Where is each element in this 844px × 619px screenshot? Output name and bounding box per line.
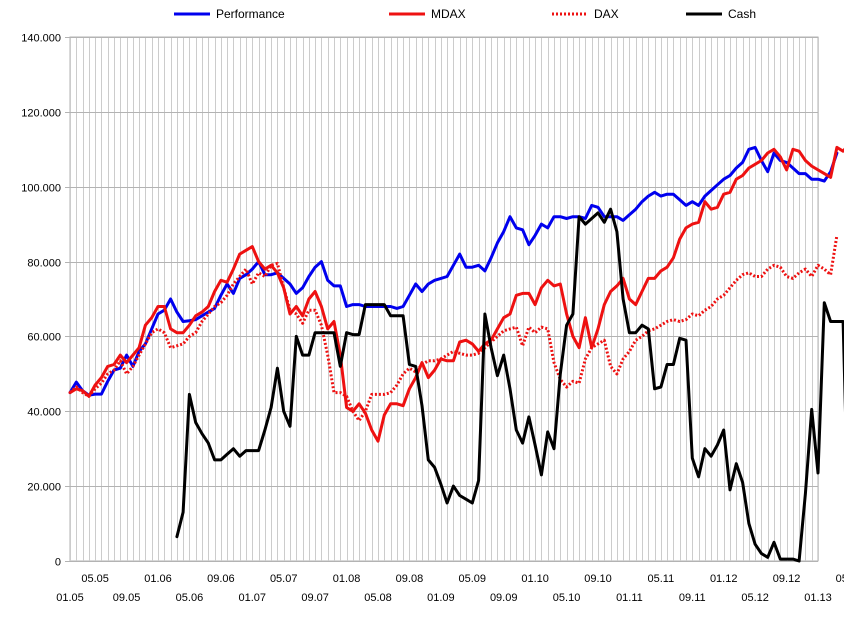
series-line-cash <box>175 207 844 563</box>
x-tick-label: 05.05 <box>81 573 109 585</box>
x-tick-label: 05.12 <box>741 592 769 604</box>
y-tick-label: 60.000 <box>27 332 61 344</box>
x-tick-label: 05.13 <box>836 573 844 585</box>
series-group <box>68 145 844 563</box>
legend-label-dax: DAX <box>594 7 619 21</box>
x-tick-label: 05.11 <box>647 573 674 585</box>
y-axis: 0 20.000 40.000 60.000 80.000 100.000 120.000 1… <box>21 33 70 569</box>
x-tick-label: 09.07 <box>301 592 329 604</box>
x-tick-label: 05.08 <box>364 592 392 604</box>
x-tick-label: 09.06 <box>207 573 235 585</box>
x-tick-label: 01.13 <box>804 592 832 604</box>
legend-label-mdax: MDAX <box>431 7 466 21</box>
x-tick-label: 09.10 <box>584 573 612 585</box>
x-axis: 05.05 01.06 09.06 05.07 01.08 09.08 05.09 01.10… <box>56 573 844 604</box>
x-tick-label: 01.05 <box>56 592 84 604</box>
series-line-performance <box>68 145 839 397</box>
x-tick-label: 09.12 <box>773 573 801 585</box>
legend-label-performance: Performance <box>216 7 285 21</box>
x-tick-label: 05.09 <box>459 573 487 585</box>
y-tick-label: 40.000 <box>27 407 61 419</box>
y-tick-label: 0 <box>55 557 61 569</box>
y-tick-label: 100.000 <box>21 183 61 195</box>
y-tick-label: 20.000 <box>27 482 61 494</box>
y-tick-label: 140.000 <box>21 33 61 45</box>
x-tick-label: 01.07 <box>239 592 267 604</box>
series-line-mdax <box>68 145 844 443</box>
x-tick-label: 01.10 <box>521 573 549 585</box>
legend-label-cash: Cash <box>728 7 756 21</box>
x-tick-label: 05.07 <box>270 573 298 585</box>
legend: Performance MDAX DAX Cash <box>174 7 756 21</box>
x-tick-label: 01.08 <box>333 573 361 585</box>
grid <box>69 36 819 562</box>
x-tick-label: 05.06 <box>176 592 204 604</box>
x-tick-label: 01.11 <box>616 592 643 604</box>
x-tick-label: 01.12 <box>710 573 738 585</box>
y-tick-label: 80.000 <box>27 258 61 270</box>
x-tick-label: 09.09 <box>490 592 518 604</box>
x-tick-label: 09.11 <box>679 592 706 604</box>
series-line-dax <box>69 235 839 423</box>
x-tick-label: 01.09 <box>427 592 455 604</box>
x-tick-label: 05.10 <box>553 592 581 604</box>
y-tick-label: 120.000 <box>21 108 61 120</box>
plot-area <box>69 36 819 562</box>
x-tick-label: 09.05 <box>113 592 141 604</box>
x-tick-label: 01.06 <box>144 573 172 585</box>
x-tick-label: 09.08 <box>396 573 424 585</box>
